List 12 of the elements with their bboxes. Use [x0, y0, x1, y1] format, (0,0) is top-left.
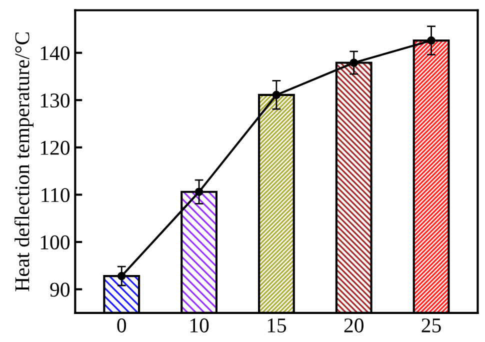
x-tick-label: 15 — [268, 318, 286, 332]
y-tick-label: 90 — [50, 282, 70, 297]
y-axis-title: Heat deflection temperature/°C — [14, 32, 34, 292]
x-tick-label: 25 — [422, 318, 441, 332]
x-tick-label: 20 — [344, 318, 364, 332]
y-tick-label: 120 — [40, 140, 70, 155]
y-tick-label: 110 — [42, 188, 70, 202]
y-tick-label: 130 — [40, 93, 70, 108]
y-tick-label: 100 — [40, 235, 70, 250]
y-tick-label: 140 — [40, 46, 70, 60]
x-tick-label: 0 — [117, 318, 126, 332]
x-tick-label: 10 — [190, 318, 209, 332]
